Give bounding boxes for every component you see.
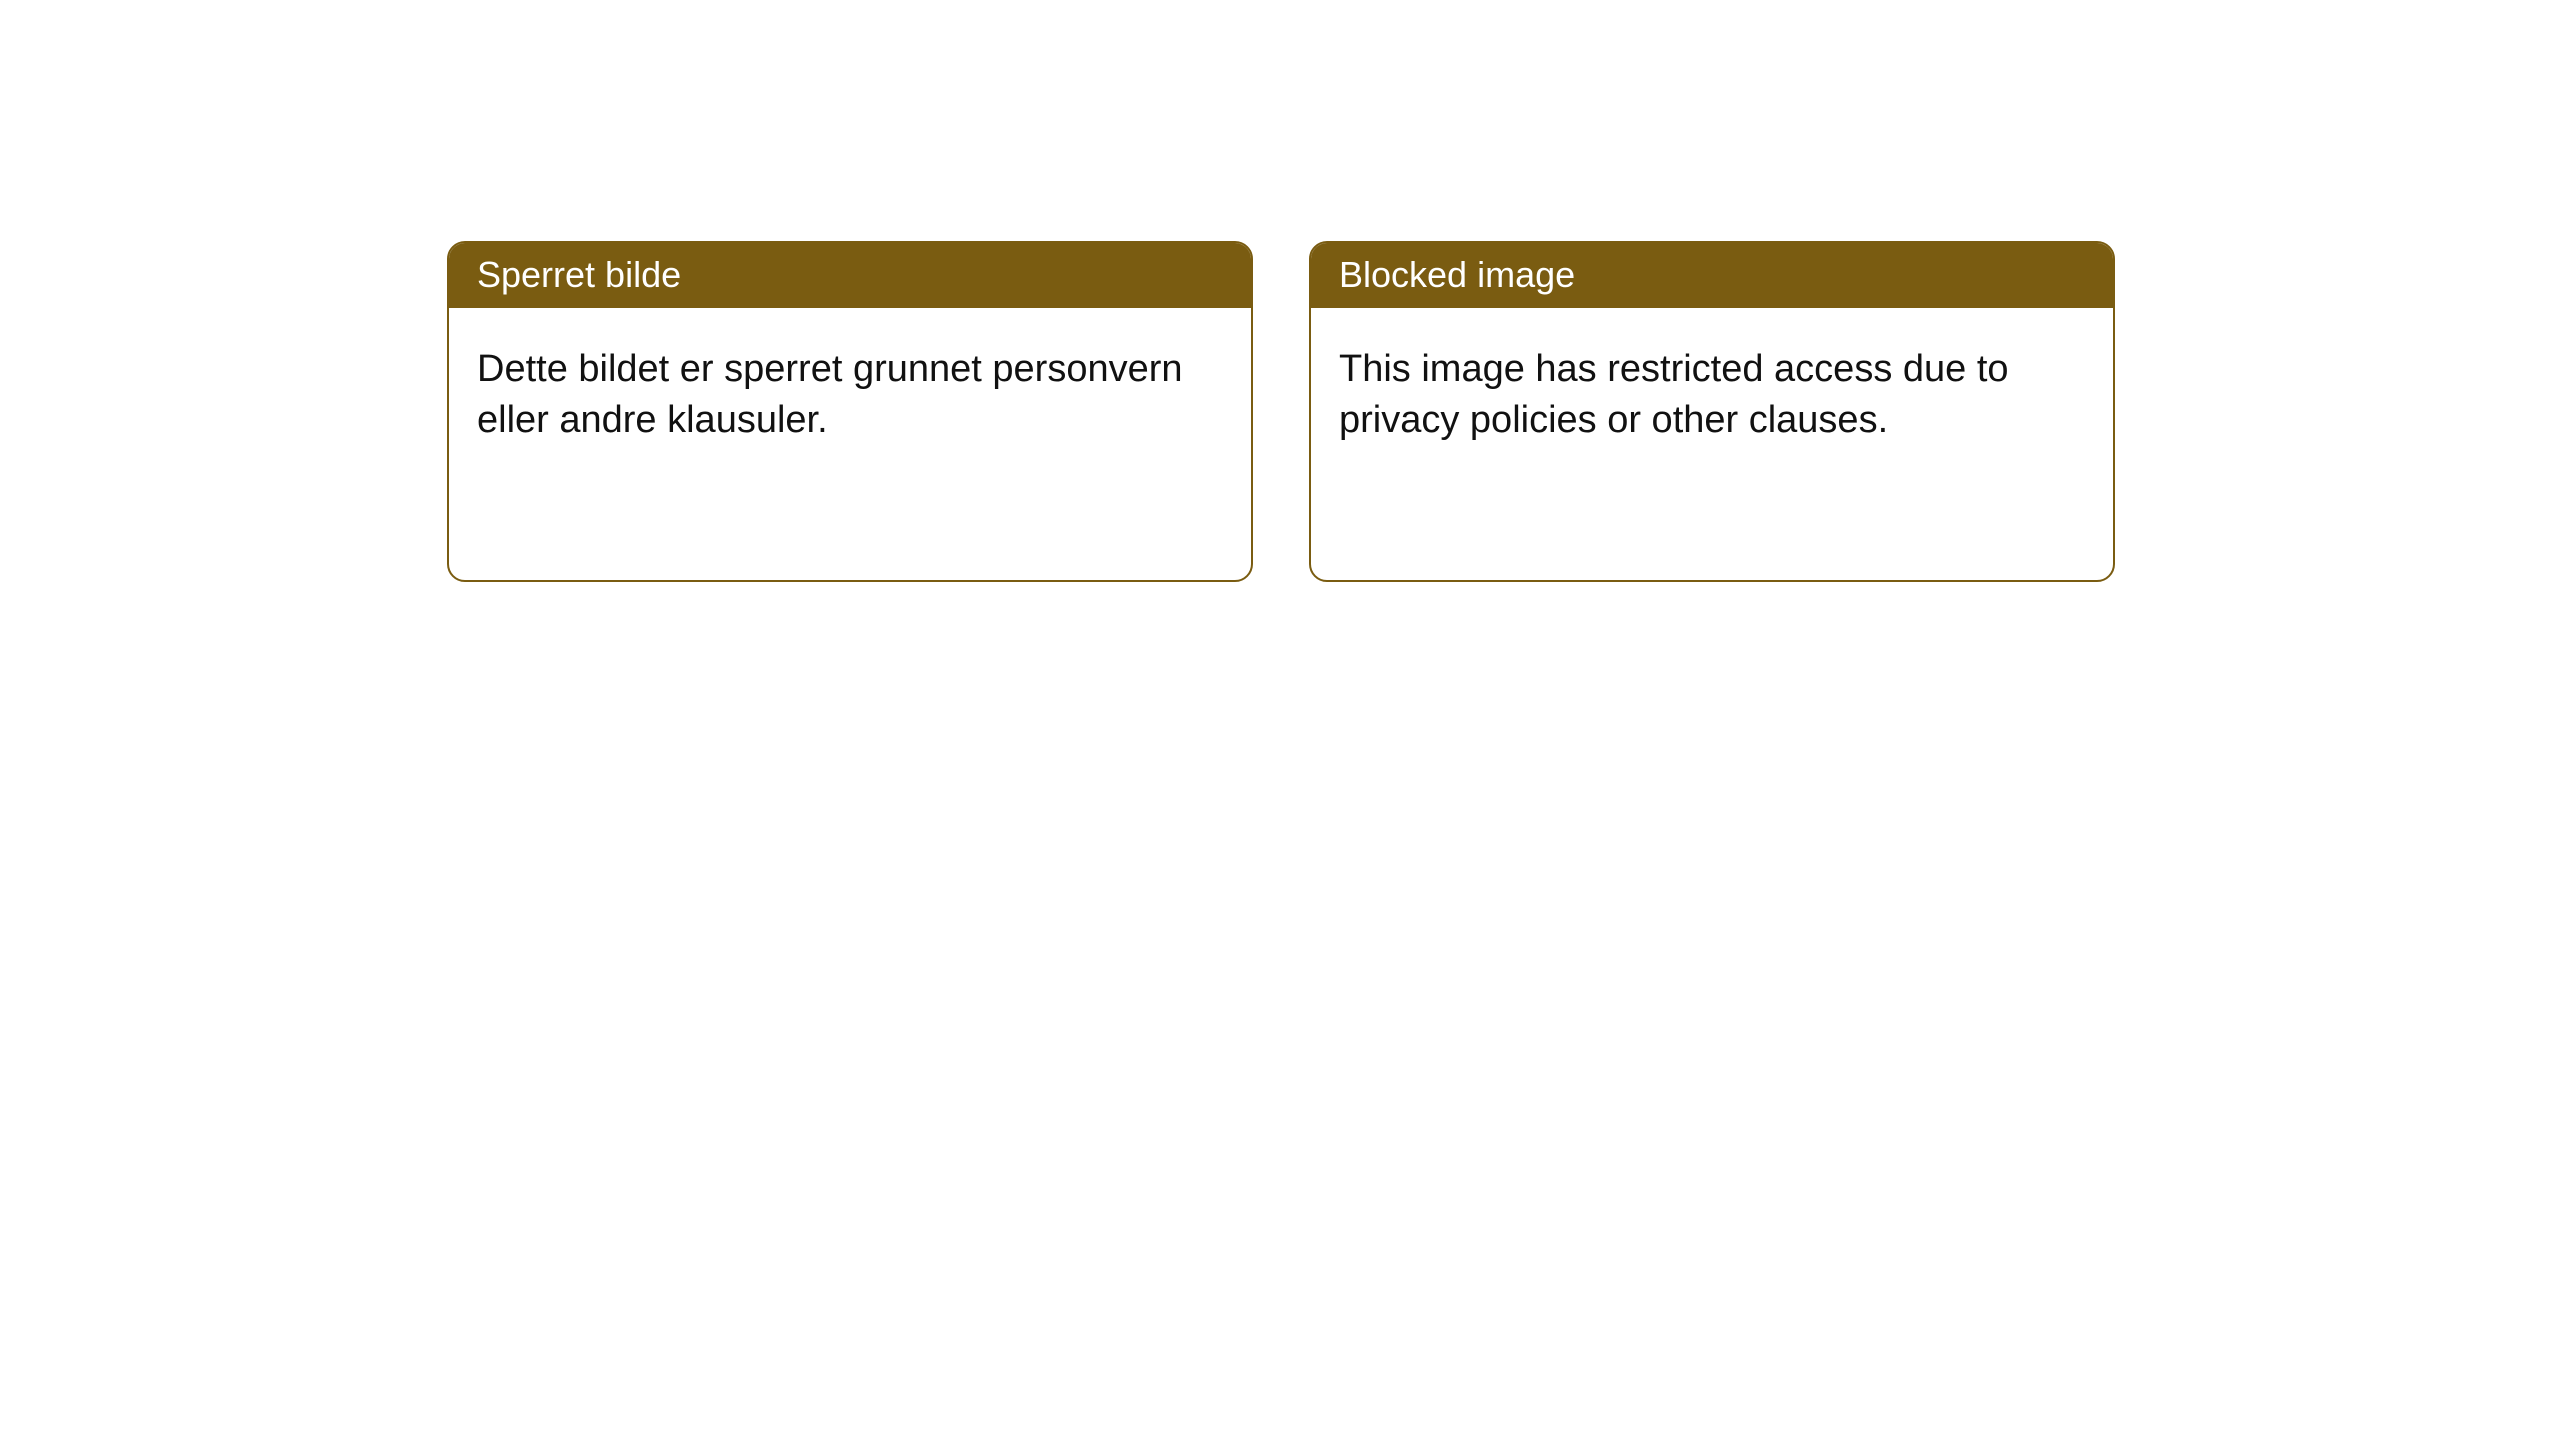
notice-card-text: This image has restricted access due to … bbox=[1339, 344, 2085, 447]
notice-card-header: Blocked image bbox=[1311, 243, 2113, 308]
notice-card-text: Dette bildet er sperret grunnet personve… bbox=[477, 344, 1223, 447]
notice-card-header: Sperret bilde bbox=[449, 243, 1251, 308]
notice-card-norwegian: Sperret bilde Dette bildet er sperret gr… bbox=[447, 241, 1253, 582]
notice-card-body: This image has restricted access due to … bbox=[1311, 308, 2113, 580]
notice-card-body: Dette bildet er sperret grunnet personve… bbox=[449, 308, 1251, 580]
notice-card-english: Blocked image This image has restricted … bbox=[1309, 241, 2115, 582]
notice-card-title: Blocked image bbox=[1339, 254, 1575, 295]
notice-card-title: Sperret bilde bbox=[477, 254, 681, 295]
notice-cards-container: Sperret bilde Dette bildet er sperret gr… bbox=[0, 0, 2560, 582]
